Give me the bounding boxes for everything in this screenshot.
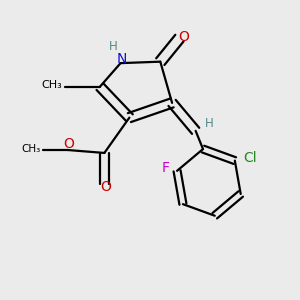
Text: F: F: [162, 161, 170, 175]
Text: H: H: [205, 117, 213, 130]
Text: CH₃: CH₃: [22, 143, 41, 154]
Text: N: N: [117, 52, 127, 66]
Text: H: H: [109, 40, 118, 53]
Text: Cl: Cl: [244, 151, 257, 165]
Text: O: O: [64, 136, 74, 151]
Text: O: O: [100, 180, 111, 194]
Text: O: O: [178, 30, 189, 44]
Text: CH₃: CH₃: [41, 80, 62, 90]
